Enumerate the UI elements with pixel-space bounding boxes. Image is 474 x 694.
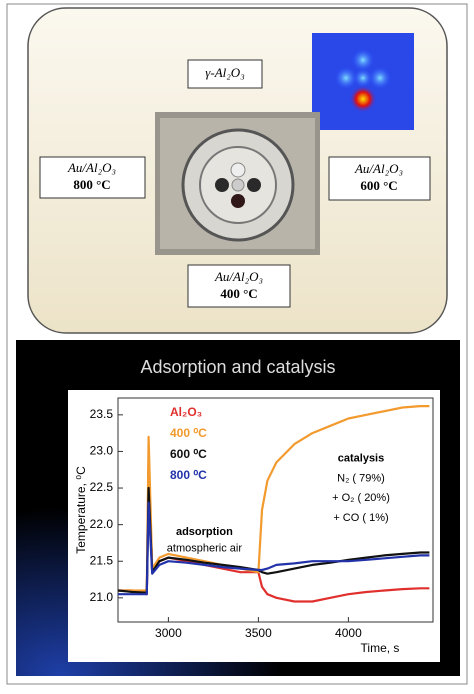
x-axis-label: Time, s — [361, 641, 400, 655]
legend-entry: Al₂O₃ — [170, 405, 202, 419]
label-box — [39, 156, 146, 199]
x-tick-label: 3500 — [245, 626, 272, 640]
annotation: + O₂ ( 20%) — [332, 492, 390, 504]
sample-temp: 400 °C — [220, 286, 257, 301]
annotation: catalysis — [338, 453, 384, 465]
plot: 21.0 21.5 22.0 22.5 23.0 23.5 3000 3500 4000 Al₂O… — [90, 405, 430, 640]
data-line — [118, 501, 430, 596]
sample-temp: 600 °C — [360, 178, 397, 193]
photo — [155, 112, 320, 255]
x-tick-label: 3000 — [155, 626, 182, 640]
annotation: adsorption — [176, 526, 233, 538]
y-tick-label: 21.0 — [90, 590, 114, 604]
y-tick-label: 23.5 — [90, 407, 114, 421]
y-axis-label: Temperature, ⁰C — [74, 466, 88, 554]
y-tick-label: 22.0 — [90, 517, 114, 531]
plot-frame — [117, 397, 434, 623]
plot-background — [68, 390, 440, 662]
y-tick-label: 21.5 — [90, 553, 114, 567]
heatmap — [312, 33, 414, 130]
chart-title: Adsorption and catalysis — [140, 357, 335, 377]
annotation: N₂ ( 79%) — [337, 472, 385, 484]
support-label: γ-Al₂O₃ — [205, 65, 244, 80]
sample-temp: 800 °C — [73, 177, 110, 192]
legend-entry: 800 ⁰C — [170, 468, 207, 482]
label-box — [328, 156, 431, 201]
y-tick-label: 22.5 — [90, 480, 114, 494]
label-box — [187, 264, 291, 308]
sample-name: Au/Al₂O₃ — [214, 269, 263, 284]
annotation: atmospheric air — [167, 543, 243, 555]
sample-name: Au/Al₂O₃ — [354, 161, 403, 176]
legend-entry: 400 ⁰C — [170, 426, 207, 440]
x-tick-label: 4000 — [335, 626, 362, 640]
legend-entry: 600 ⁰C — [170, 447, 207, 461]
frame — [6, 3, 468, 685]
sample-name: Au/Al₂O₃ — [67, 160, 116, 175]
y-tick-label: 23.0 — [90, 444, 114, 458]
annotation: + CO ( 1%) — [333, 512, 388, 524]
label-box — [187, 59, 263, 89]
